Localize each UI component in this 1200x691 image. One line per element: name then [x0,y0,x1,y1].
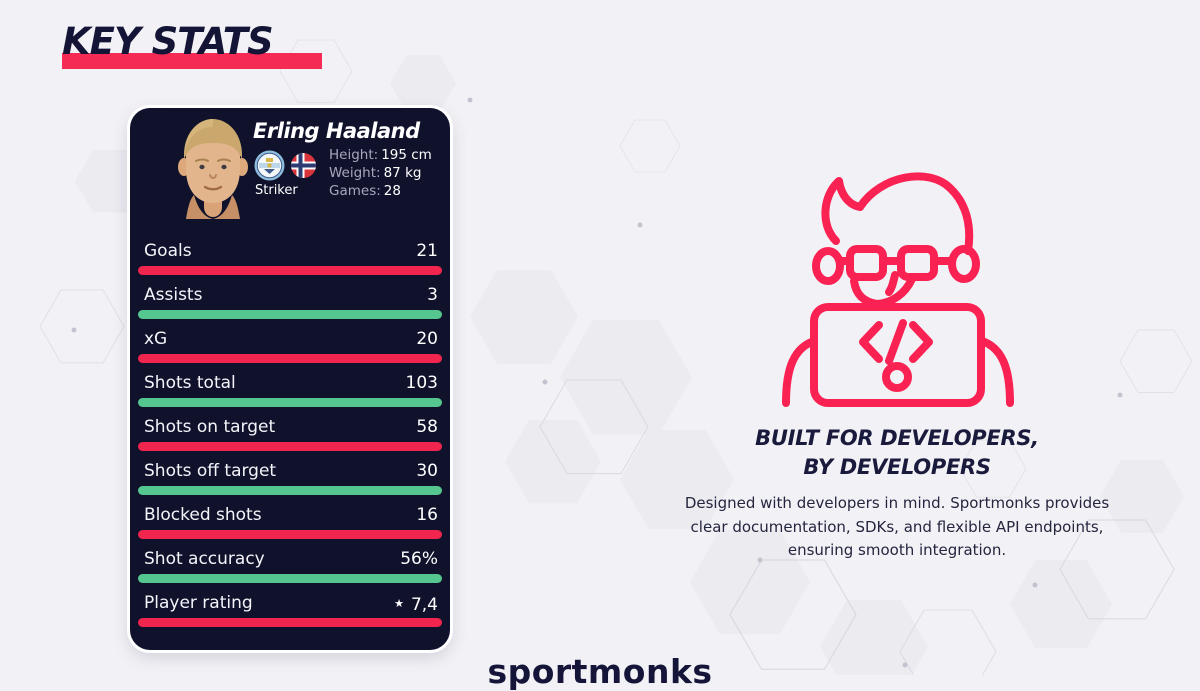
promo-body-line3: ensuring smooth integration. [787,541,1007,559]
stat-bar [138,530,442,539]
stat-label: Shot accuracy [144,549,265,569]
stat-value: 30 [416,461,438,481]
sportmonks-logo: sportmonks [487,652,713,691]
promo-body: Designed with developers in mind. Sportm… [662,492,1132,563]
height-label: Height: [329,147,379,163]
badge-row [254,150,316,181]
stat-label: Shots off target [144,461,277,481]
stat-row: xG 20 [138,324,442,368]
stat-value: 20 [416,329,438,349]
stat-value: 58 [416,417,438,437]
stat-label: Blocked shots [144,505,262,525]
player-name: Erling Haaland [253,119,420,143]
stat-row: Shots off target 30 [138,456,442,500]
stat-row: Blocked shots 16 [138,500,442,544]
stat-bar [138,442,442,451]
mancity-badge-icon [254,150,285,181]
stat-label: Shots on target [144,417,276,437]
promo-heading-line1: BUILT FOR DEVELOPERS, [755,426,1039,450]
stat-bar [138,310,442,319]
stat-label: Goals [144,241,192,261]
stat-value: 16 [416,505,438,525]
stat-bar [138,398,442,407]
page-title-block: KEY STATS [62,20,322,69]
stat-row: Shot accuracy 56% [138,544,442,588]
promo-heading: BUILT FOR DEVELOPERS, BY DEVELOPERS [672,424,1122,482]
stat-label: xG [144,329,168,349]
page-title: KEY STATS [62,20,274,63]
bio-height: Height: 195 cm [329,146,432,164]
weight-label: Weight: [329,165,381,181]
stat-label: Shots total [144,373,236,393]
games-value: 28 [383,183,401,199]
stat-row: Assists 3 [138,280,442,324]
promo-body-line1: Designed with developers in mind. Sportm… [684,494,1110,512]
weight-value: 87 kg [383,165,422,181]
player-photo [178,119,248,219]
stat-row: Shots total 103 [138,368,442,412]
stat-row: Player rating ★ 7,4 [138,588,442,632]
norway-flag-icon [291,153,316,178]
stat-value: 56% [400,549,438,569]
developer-illustration [782,172,1014,407]
player-bio: Height: 195 cm Weight: 87 kg Games: 28 [329,146,432,200]
stat-bar [138,486,442,495]
stat-label: Assists [144,285,203,305]
bio-games: Games: 28 [329,182,432,200]
promo-heading-line2: BY DEVELOPERS [803,455,991,479]
stat-bar [138,618,442,627]
stats-list: Goals 21 Assists 3 xG 20 Shots total 103… [138,236,442,632]
stat-row: Shots on target 58 [138,412,442,456]
games-label: Games: [329,183,381,199]
stat-bar [138,574,442,583]
player-card-header: Erling Haaland [130,108,450,234]
stat-value: 103 [405,373,438,393]
player-position: Striker [255,183,298,198]
star-icon: ★ [394,597,404,610]
height-value: 195 cm [381,147,432,163]
stat-bar [138,354,442,363]
stat-value: 7,4 [410,594,438,615]
promo-body-line2: clear documentation, SDKs, and flexible … [690,517,1104,536]
stat-value: 3 [427,285,438,305]
stat-row: Goals 21 [138,236,442,280]
player-stats-card: Erling Haaland [130,108,450,650]
bio-weight: Weight: 87 kg [329,164,432,182]
stat-value: 21 [416,241,438,261]
title-underline-bar [62,53,322,69]
stat-label: Player rating [144,593,253,613]
stat-bar [138,266,442,275]
